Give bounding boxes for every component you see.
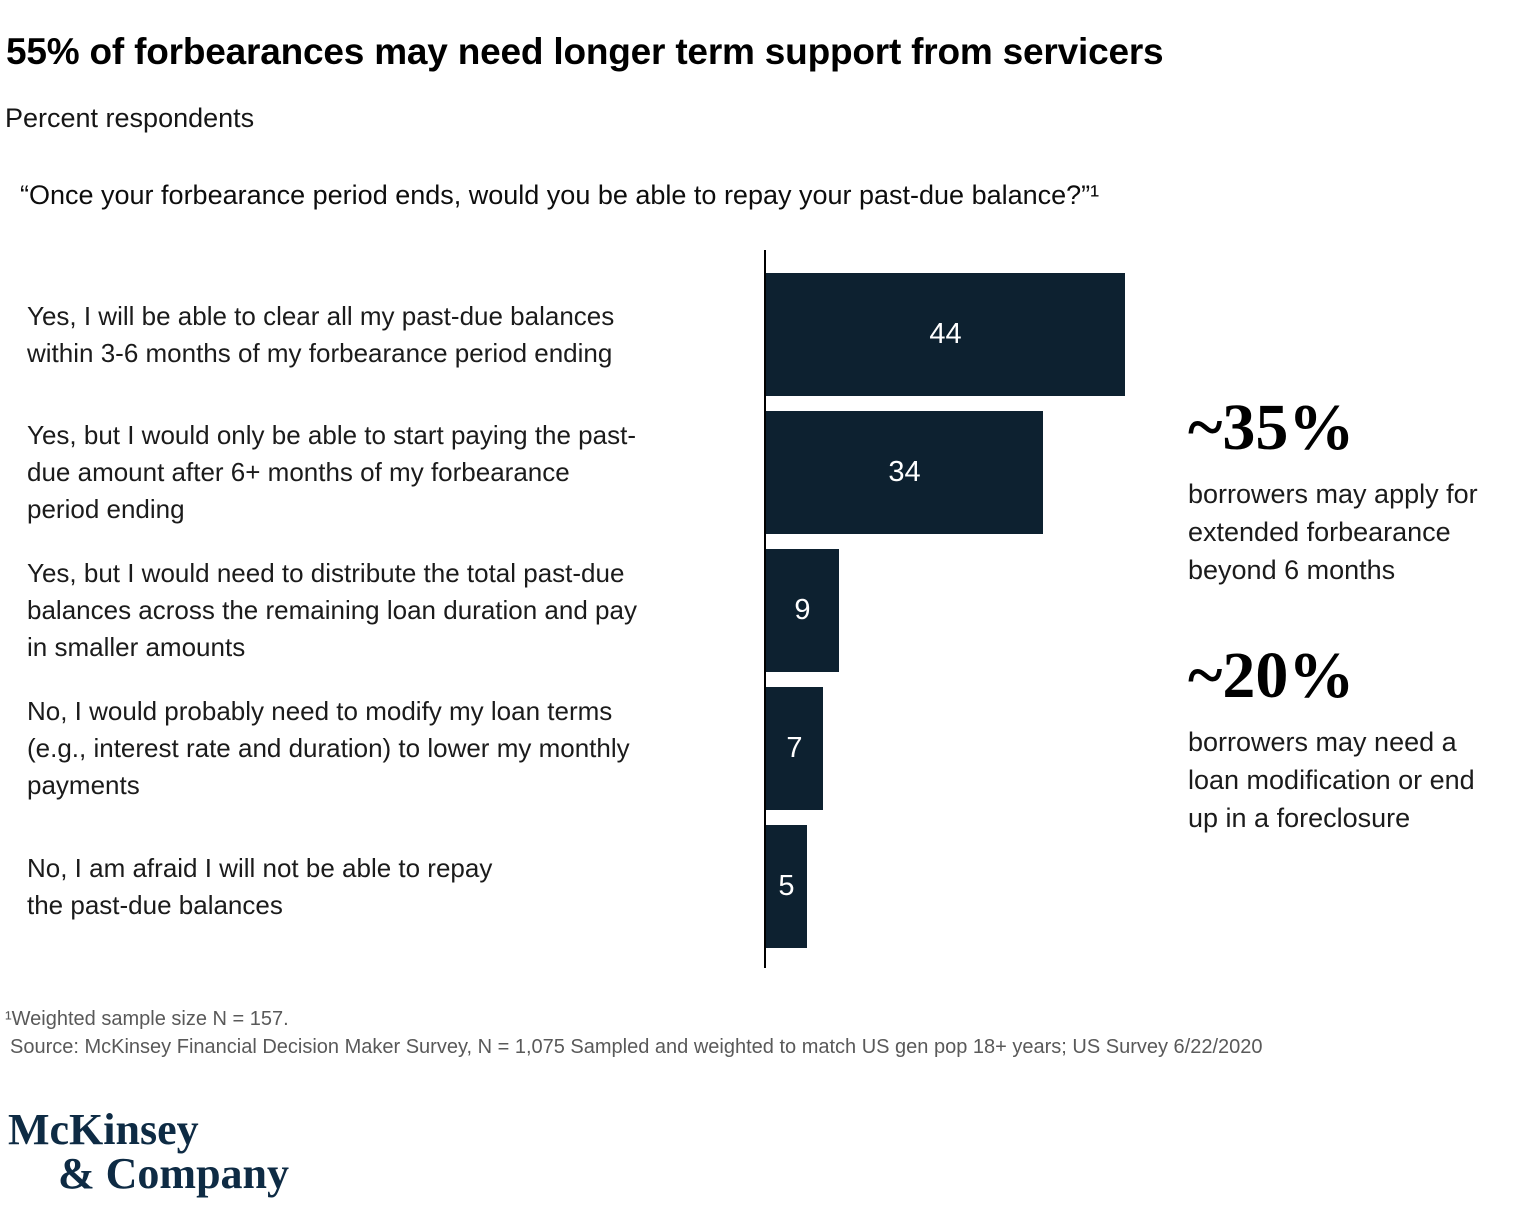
callout-35-headline: ~35% (1188, 391, 1355, 464)
chart-row: Yes, but I would need to distribute the … (0, 549, 1536, 672)
callout-35-body: borrowers may apply for extended forbear… (1188, 479, 1478, 585)
footnote: ¹Weighted sample size N = 157. (5, 1008, 289, 1030)
page-title: 55% of forbearances may need longer term… (6, 30, 1164, 72)
category-label: Yes, but I would need to distribute the … (27, 558, 637, 662)
bar: 5 (766, 825, 807, 948)
category-label: No, I am afraid I will not be able to re… (27, 852, 493, 920)
category-label: Yes, I will be able to clear all my past… (27, 300, 615, 368)
bar-value-label: 7 (786, 732, 803, 764)
bar: 9 (766, 549, 839, 672)
mckinsey-logo: McKinsey & Company (8, 1108, 289, 1196)
chart-row: Yes, but I would only be able to start p… (0, 411, 1536, 534)
callout-20-body: borrowers may need a loan modification o… (1188, 727, 1475, 833)
chart-row: No, I would probably need to modify my l… (0, 687, 1536, 810)
callout-20-headline: ~20% (1188, 639, 1355, 712)
logo-line-2: & Company (58, 1149, 290, 1198)
callout-extended-forbearance: ~35% borrowers may apply for extended fo… (1188, 393, 1536, 589)
survey-question: “Once your forbearance period ends, woul… (20, 180, 1100, 210)
chart-row: No, I am afraid I will not be able to re… (0, 825, 1536, 948)
bar-value-label: 34 (888, 456, 921, 488)
y-axis-line (764, 250, 766, 968)
chart-row: Yes, I will be able to clear all my past… (0, 273, 1536, 396)
bar-value-label: 5 (778, 870, 795, 902)
bar: 44 (766, 273, 1125, 396)
bar-value-label: 9 (794, 594, 811, 626)
bar-chart: Yes, I will be able to clear all my past… (0, 273, 1536, 963)
category-label: Yes, but I would only be able to start p… (27, 420, 636, 524)
callout-loan-modification: ~20% borrowers may need a loan modificat… (1188, 641, 1536, 837)
chart-units-label: Percent respondents (5, 103, 255, 133)
category-label: No, I would probably need to modify my l… (27, 696, 630, 800)
logo-line-1: McKinsey (8, 1105, 199, 1154)
bar: 34 (766, 411, 1043, 534)
bar: 7 (766, 687, 823, 810)
bar-value-label: 44 (929, 318, 962, 350)
source-line: Source: McKinsey Financial Decision Make… (10, 1036, 1263, 1058)
